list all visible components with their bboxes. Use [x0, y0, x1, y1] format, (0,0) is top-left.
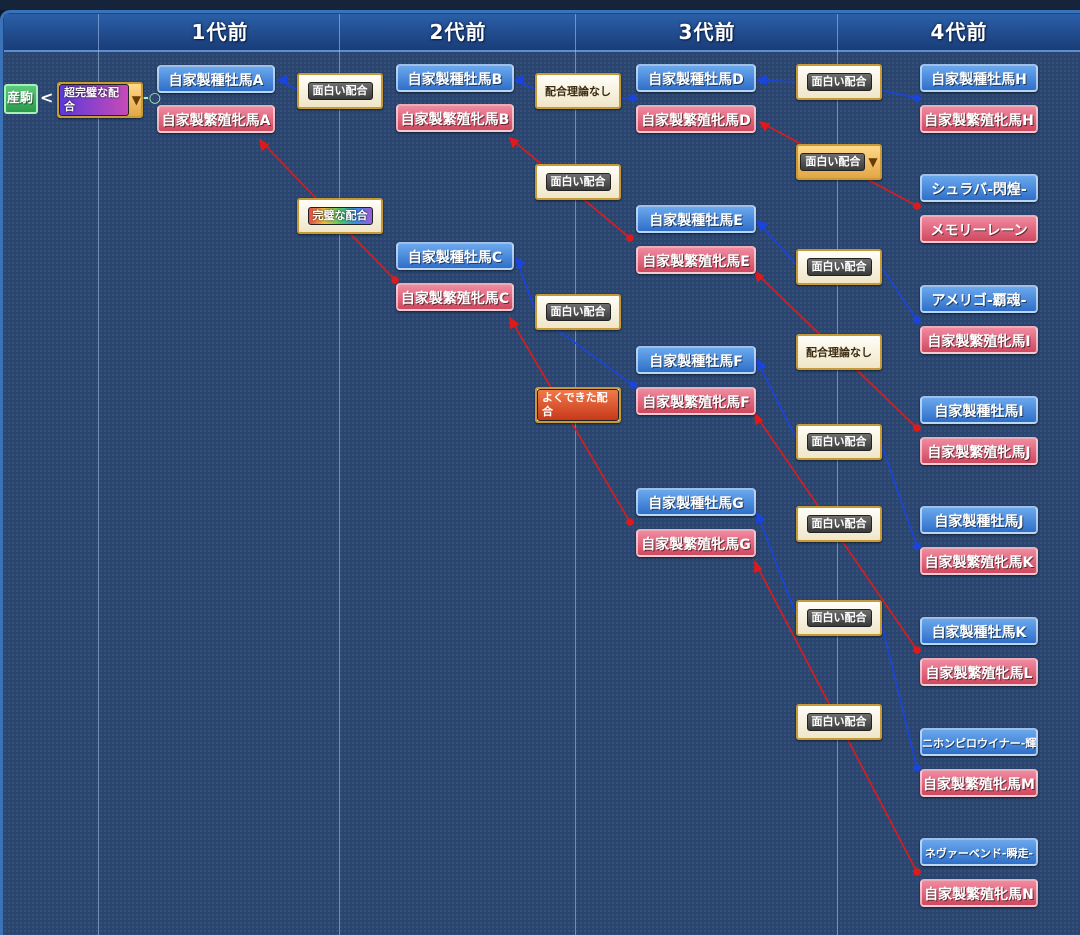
column-title-gen3: 3代前: [678, 20, 736, 44]
combo-label: 完璧な配合: [307, 207, 373, 225]
dam-card-B[interactable]: 自家製繁殖牝馬B: [396, 104, 514, 132]
combo-label: 面白い配合: [545, 303, 611, 321]
sire-card-H[interactable]: 自家製種牡馬H: [920, 64, 1038, 92]
combo-badge[interactable]: 面白い配合: [297, 73, 383, 109]
sire-card-J[interactable]: 自家製種牡馬J: [920, 506, 1038, 534]
combo-label: 面白い配合: [800, 153, 866, 171]
sire-card-nihon-pillow-winner[interactable]: ニホンピロウイナー-輝闘-: [920, 728, 1038, 756]
combo-label: 配合理論なし: [545, 85, 611, 98]
combo-badge[interactable]: 面白い配合: [535, 164, 621, 200]
sire-card-I[interactable]: 自家製種牡馬I: [920, 396, 1038, 424]
dam-card-A[interactable]: 自家製繁殖牝馬A: [157, 105, 275, 133]
dam-card-D[interactable]: 自家製繁殖牝馬D: [636, 105, 756, 133]
column-divider: [339, 14, 340, 935]
sire-card-G[interactable]: 自家製種牡馬G: [636, 488, 756, 516]
link-circle-icon: -○: [143, 90, 162, 106]
dropdown-triangle-icon: ▼: [868, 155, 878, 169]
combo-label: 面白い配合: [806, 73, 872, 91]
dam-card-H[interactable]: 自家製繁殖牝馬H: [920, 105, 1038, 133]
arrow-left-icon: <: [40, 88, 54, 107]
combo-badge[interactable]: 面白い配合 ▼: [796, 144, 882, 180]
column-title-gen2: 2代前: [429, 20, 487, 44]
dam-card-E[interactable]: 自家製繁殖牝馬E: [636, 246, 756, 274]
combo-badge[interactable]: 面白い配合: [796, 704, 882, 740]
combo-label: 面白い配合: [806, 258, 872, 276]
combo-badge-gen1[interactable]: 超完璧な配合 ▼: [57, 82, 143, 118]
combo-badge[interactable]: 面白い配合: [796, 506, 882, 542]
pedigree-panel: [0, 10, 1080, 935]
combo-label: 面白い配合: [545, 173, 611, 191]
column-title-gen1: 1代前: [191, 20, 249, 44]
dam-card-K[interactable]: 自家製繁殖牝馬K: [920, 547, 1038, 575]
generation-header: 1代前 2代前 3代前 4代前: [4, 14, 1080, 52]
column-divider: [575, 14, 576, 935]
combo-badge[interactable]: 面白い配合: [535, 294, 621, 330]
dam-card-I[interactable]: 自家製繁殖牝馬I: [920, 326, 1038, 354]
dam-card-L[interactable]: 自家製繁殖牝馬L: [920, 658, 1038, 686]
combo-label: 面白い配合: [307, 82, 373, 100]
sire-card-amerigo[interactable]: アメリゴ-覇魂-: [920, 285, 1038, 313]
combo-label: 配合理論なし: [806, 346, 872, 359]
sire-card-F[interactable]: 自家製種牡馬F: [636, 346, 756, 374]
combo-badge[interactable]: 面白い配合: [796, 249, 882, 285]
sire-card-D[interactable]: 自家製種牡馬D: [636, 64, 756, 92]
sire-card-K[interactable]: 自家製種牡馬K: [920, 617, 1038, 645]
sire-card-never-bend[interactable]: ネヴァーベンド-瞬走-: [920, 838, 1038, 866]
dam-card-M[interactable]: 自家製繁殖牝馬M: [920, 769, 1038, 797]
combo-badge[interactable]: 面白い配合: [796, 600, 882, 636]
dam-card-C[interactable]: 自家製繁殖牝馬C: [396, 283, 514, 311]
combo-badge[interactable]: 面白い配合: [796, 424, 882, 460]
top-band: [0, 0, 1080, 10]
combo-label: 面白い配合: [806, 609, 872, 627]
combo-badge[interactable]: 配合理論なし: [535, 73, 621, 109]
sire-card-B[interactable]: 自家製種牡馬B: [396, 64, 514, 92]
combo-badge[interactable]: よくできた配合: [535, 387, 621, 423]
combo-label: 面白い配合: [806, 515, 872, 533]
combo-label: 面白い配合: [806, 713, 872, 731]
dam-card-F[interactable]: 自家製繁殖牝馬F: [636, 387, 756, 415]
column-divider: [98, 14, 99, 935]
column-title-gen4: 4代前: [930, 20, 988, 44]
dam-card-memory-lane[interactable]: メモリーレーン: [920, 215, 1038, 243]
combo-label: 面白い配合: [806, 433, 872, 451]
dam-card-N[interactable]: 自家製繁殖牝馬N: [920, 879, 1038, 907]
offspring-horse[interactable]: 産駒: [4, 84, 38, 114]
dam-card-G[interactable]: 自家製繁殖牝馬G: [636, 529, 756, 557]
combo-label: 超完璧な配合: [59, 84, 129, 116]
combo-badge[interactable]: 配合理論なし: [796, 334, 882, 370]
combo-badge[interactable]: 完璧な配合: [297, 198, 383, 234]
sire-card-C[interactable]: 自家製種牡馬C: [396, 242, 514, 270]
sire-card-A[interactable]: 自家製種牡馬A: [157, 65, 275, 93]
combo-badge[interactable]: 面白い配合: [796, 64, 882, 100]
dropdown-triangle-icon: ▼: [131, 93, 141, 107]
dam-card-J[interactable]: 自家製繁殖牝馬J: [920, 437, 1038, 465]
sire-card-shurabba[interactable]: シュラバ-閃煌-: [920, 174, 1038, 202]
sire-card-E[interactable]: 自家製種牡馬E: [636, 205, 756, 233]
combo-label: よくできた配合: [537, 389, 619, 421]
